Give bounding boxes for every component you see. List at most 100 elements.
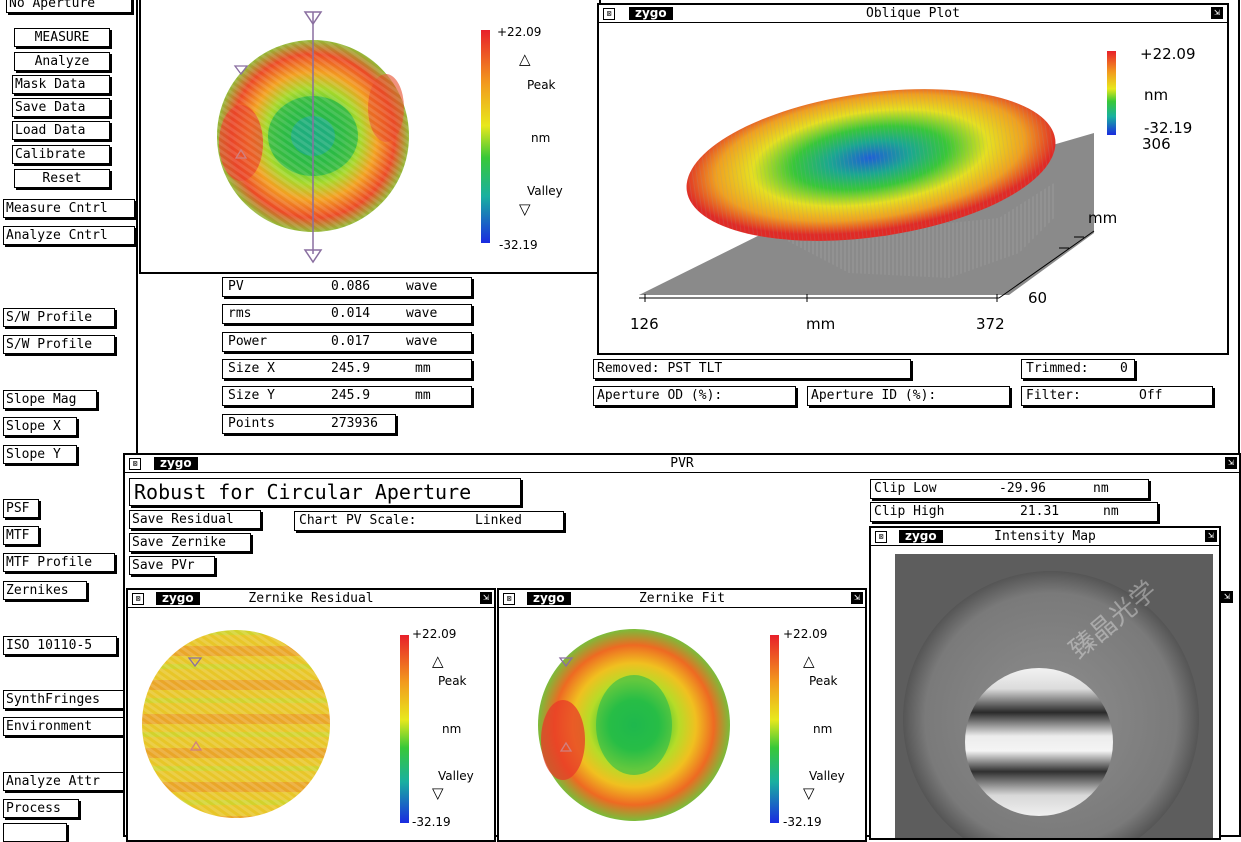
- zygo-logo: zygo: [629, 7, 673, 20]
- valley-arrow-icon: ▽: [519, 200, 531, 218]
- zernike-fit-window: ⊠ zygo Zernike Fit ⇲ +22.09 △ Peak nm Va…: [497, 588, 867, 842]
- pin-icon[interactable]: ⇲: [1205, 530, 1217, 542]
- zygo-logo: zygo: [154, 457, 198, 470]
- surface-map-window: +22.09 △ Peak nm Valley ▽ -32.19: [139, 0, 601, 274]
- result-size-x: Size X 245.9 mm: [222, 359, 472, 379]
- environment-button[interactable]: Environment: [3, 717, 127, 736]
- extra-button[interactable]: [3, 823, 67, 842]
- save-data-button[interactable]: Save Data: [12, 98, 110, 117]
- calibrate-button[interactable]: Calibrate: [12, 145, 110, 164]
- close-icon[interactable]: ⊠: [503, 593, 515, 605]
- chart-pv-scale-field[interactable]: Chart PV Scale: Linked: [294, 511, 564, 531]
- oblique-title: Oblique Plot: [866, 6, 960, 21]
- removed-field: Removed: PST TLT: [593, 359, 911, 379]
- sw-profile-button-1[interactable]: S/W Profile: [3, 308, 115, 327]
- load-data-button[interactable]: Load Data: [12, 121, 110, 140]
- no-aperture-label: No Aperture: [6, 0, 132, 13]
- oblique-3d-plot[interactable]: [599, 23, 1227, 353]
- clip-high-field[interactable]: Clip High 21.31 nm: [870, 502, 1158, 522]
- oblique-scale-extra: 306: [1142, 135, 1171, 153]
- zernike-residual-map[interactable]: [128, 608, 494, 840]
- intensity-map-window: ⊠ zygo Intensity Map ⇲: [869, 526, 1221, 840]
- peak-arrow-icon: △: [803, 652, 815, 670]
- oblique-x-max: 372: [976, 315, 1005, 333]
- save-residual-button[interactable]: Save Residual: [129, 510, 261, 529]
- zernikes-button[interactable]: Zernikes: [3, 581, 87, 600]
- close-icon[interactable]: ⊠: [129, 458, 141, 470]
- analyze-attr-button[interactable]: Analyze Attr: [3, 772, 127, 791]
- profile-top-marker[interactable]: [303, 11, 323, 26]
- result-pv: PV 0.086 wave: [222, 277, 472, 297]
- reset-button[interactable]: Reset: [14, 169, 110, 188]
- measure-cntrl-button[interactable]: Measure Cntrl: [3, 199, 135, 218]
- fit-scale-max: +22.09: [783, 627, 828, 641]
- intensity-map-image[interactable]: [895, 554, 1213, 838]
- peak-label: Peak: [527, 78, 556, 92]
- peak-arrow-icon: △: [432, 652, 444, 670]
- residual-scale-min: -32.19: [412, 815, 451, 829]
- pin-icon[interactable]: ⇲: [1211, 7, 1223, 19]
- analyze-cntrl-button[interactable]: Analyze Cntrl: [3, 226, 135, 245]
- slope-mag-button[interactable]: Slope Mag: [3, 390, 97, 409]
- pvr-title: PVR: [670, 456, 694, 471]
- clip-low-field[interactable]: Clip Low -29.96 nm: [870, 479, 1149, 499]
- residual-valley-label: Valley: [438, 769, 474, 783]
- pin-icon[interactable]: ⇲: [1225, 457, 1237, 469]
- aperture-id-field: Aperture ID (%):: [807, 386, 1010, 406]
- intensity-fringe-disk: [965, 668, 1113, 816]
- fit-valley-label: Valley: [809, 769, 845, 783]
- close-icon[interactable]: ⊠: [603, 8, 615, 20]
- zygo-logo: zygo: [527, 592, 571, 605]
- surface-color-bar: [481, 30, 490, 243]
- zernike-residual-window: ⊠ zygo Zernike Residual ⇲ +22.09 △ Peak …: [126, 588, 496, 842]
- synthfringes-button[interactable]: SynthFringes: [3, 690, 127, 709]
- valley-arrow-icon: ▽: [803, 784, 815, 802]
- mtf-profile-button[interactable]: MTF Profile: [3, 553, 115, 572]
- zygo-logo: zygo: [156, 592, 200, 605]
- zernike-residual-title-bar[interactable]: ⊠ zygo Zernike Residual ⇲: [128, 590, 494, 608]
- surface-map[interactable]: [141, 0, 599, 272]
- pin-icon[interactable]: ⇲: [480, 592, 492, 604]
- valley-label: Valley: [527, 184, 563, 198]
- close-icon[interactable]: ⊠: [132, 593, 144, 605]
- measure-button[interactable]: MEASURE: [14, 28, 110, 47]
- intensity-map-title: Intensity Map: [994, 529, 1096, 544]
- analyze-button[interactable]: Analyze: [14, 52, 110, 71]
- oblique-x-min: 126: [630, 315, 659, 333]
- mask-data-button[interactable]: Mask Data: [12, 75, 110, 94]
- residual-unit-label: nm: [442, 722, 462, 736]
- sw-profile-button-2[interactable]: S/W Profile: [3, 335, 115, 354]
- zernike-fit-title-bar[interactable]: ⊠ zygo Zernike Fit ⇲: [499, 590, 865, 608]
- zernike-residual-title: Zernike Residual: [248, 591, 374, 606]
- oblique-scale-max: +22.09: [1140, 45, 1196, 63]
- intensity-map-title-bar[interactable]: ⊠ zygo Intensity Map ⇲: [871, 528, 1219, 546]
- oblique-plot-window: ⊠ zygo Oblique Plot ⇲: [597, 3, 1229, 355]
- pin-icon[interactable]: ⇲: [851, 592, 863, 604]
- psf-button[interactable]: PSF: [3, 499, 39, 518]
- iso-10110-button[interactable]: ISO 10110-5: [3, 636, 117, 655]
- scale-max-label: +22.09: [497, 25, 542, 39]
- aperture-od-field: Aperture OD (%):: [593, 386, 796, 406]
- mtf-button[interactable]: MTF: [3, 526, 39, 545]
- result-power: Power 0.017 wave: [222, 332, 472, 352]
- pin-icon[interactable]: ⇲: [1221, 591, 1233, 603]
- residual-peak-label: Peak: [438, 674, 467, 688]
- fit-peak-label: Peak: [809, 674, 838, 688]
- oblique-color-bar: [1107, 51, 1116, 135]
- profile-bottom-marker[interactable]: [303, 249, 323, 264]
- oblique-title-bar[interactable]: ⊠ zygo Oblique Plot ⇲: [599, 5, 1227, 23]
- zernike-fit-map[interactable]: [499, 608, 865, 840]
- slope-x-button[interactable]: Slope X: [3, 417, 77, 436]
- pvr-title-bar[interactable]: ⊠ zygo PVR ⇲: [125, 455, 1239, 473]
- fit-unit-label: nm: [813, 722, 833, 736]
- save-zernike-button[interactable]: Save Zernike: [129, 533, 251, 552]
- close-icon[interactable]: ⊠: [875, 531, 887, 543]
- process-button[interactable]: Process: [3, 799, 79, 818]
- oblique-scale-unit: nm: [1144, 86, 1169, 104]
- valley-arrow-icon: ▽: [432, 784, 444, 802]
- fit-color-bar: [770, 635, 779, 823]
- pvr-method-field: Robust for Circular Aperture: [129, 478, 521, 506]
- slope-y-button[interactable]: Slope Y: [3, 445, 77, 464]
- save-pvr-button[interactable]: Save PVr: [129, 556, 215, 575]
- oblique-x-unit: mm: [806, 315, 836, 333]
